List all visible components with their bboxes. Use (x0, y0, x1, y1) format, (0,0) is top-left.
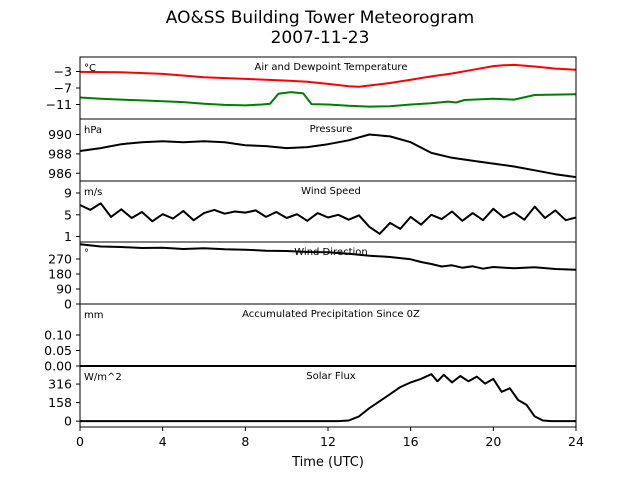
panel-5-ytick-label: 0.00 (44, 359, 72, 374)
panel-1-ytick-label: −3 (54, 64, 72, 79)
panel-2-unit-label: hPa (84, 125, 102, 136)
panel-5-title: Accumulated Precipitation Since 0Z (242, 309, 420, 320)
x-tick-label: 4 (159, 434, 167, 449)
panel-5-ytick-label: 0.05 (44, 343, 72, 358)
panel-1-series-1-line (79, 63, 577, 88)
panel-6-unit-label: W/m^2 (84, 372, 122, 383)
panel-3-series-1-line (79, 202, 577, 235)
panel-6-series-1-line (80, 373, 576, 423)
panel-2-series-1-line (79, 133, 577, 179)
x-tick-label: 0 (76, 434, 84, 449)
x-tick-label: 20 (485, 434, 501, 449)
panel-5-unit-label: mm (84, 310, 103, 321)
panel-3-ytick-label: 1 (64, 229, 72, 244)
panel-4-ytick-label: 0 (64, 297, 72, 312)
panel-3-title: Wind Speed (301, 186, 361, 197)
panel-4-series-1-line (79, 243, 577, 271)
panel-1-series-2-line (79, 91, 577, 108)
panel-1-title: Air and Dewpoint Temperature (255, 62, 408, 73)
panel-4-ytick-label: 180 (48, 267, 72, 282)
panel-4-unit-label: ° (84, 248, 89, 259)
panel-6-ytick-label: 158 (48, 395, 72, 410)
x-tick-label: 12 (320, 434, 336, 449)
chart-subtitle-date: 2007-11-23 (270, 28, 370, 48)
x-axis-label: Time (UTC) (291, 455, 364, 470)
panel-1-ytick-label: −11 (46, 97, 72, 112)
panel-5-ytick-label: 0.10 (44, 328, 72, 343)
panel-4-title: Wind Direction (294, 247, 368, 258)
panel-2-ytick-label: 986 (48, 166, 72, 181)
panel-1-ytick-label: −7 (54, 81, 72, 96)
panel-2-ytick-label: 990 (48, 127, 72, 142)
chart-title: AO&SS Building Tower Meteorogram (165, 8, 475, 28)
panel-2-ytick-label: 988 (48, 146, 72, 161)
panel-2-title: Pressure (310, 124, 353, 135)
panel-3-ytick-label: 5 (64, 207, 72, 222)
panel-4-ytick-label: 270 (48, 252, 72, 267)
x-tick-label: 8 (241, 434, 249, 449)
panel-1-unit-label: °C (84, 63, 96, 74)
panel-6-ytick-label: 0 (64, 414, 72, 429)
panel-4-ytick-label: 90 (56, 282, 72, 297)
x-tick-label: 24 (568, 434, 584, 449)
x-tick-label: 16 (403, 434, 419, 449)
panel-6-ytick-label: 316 (48, 377, 72, 392)
panel-3-unit-label: m/s (84, 187, 102, 198)
panel-3-ytick-label: 9 (64, 185, 72, 200)
panel-6-title: Solar Flux (306, 371, 356, 382)
